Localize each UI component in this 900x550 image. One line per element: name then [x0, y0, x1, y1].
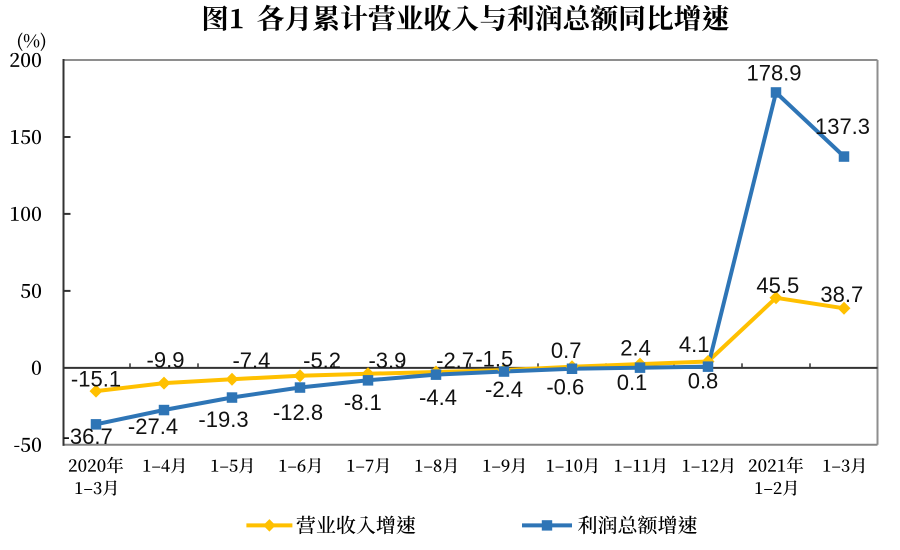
svg-text:-3.9: -3.9 [368, 348, 406, 373]
svg-text:0.8: 0.8 [688, 368, 719, 393]
svg-text:-4.4: -4.4 [419, 385, 457, 410]
svg-text:-2.7: -2.7 [436, 348, 474, 373]
svg-text:-19.3: -19.3 [198, 407, 248, 432]
svg-text:-1.5: -1.5 [475, 346, 513, 371]
svg-text:38.7: 38.7 [820, 282, 863, 307]
svg-text:45.5: 45.5 [756, 273, 799, 298]
svg-text:-7.4: -7.4 [232, 348, 270, 373]
svg-text:-27.4: -27.4 [128, 414, 178, 439]
svg-text:178.9: 178.9 [746, 60, 801, 85]
svg-text:2.4: 2.4 [620, 336, 651, 361]
svg-text:-9.9: -9.9 [147, 347, 185, 372]
svg-text:-15.1: -15.1 [71, 367, 121, 392]
svg-text:-8.1: -8.1 [344, 390, 382, 415]
svg-text:-0.6: -0.6 [546, 375, 584, 400]
svg-text:-2.4: -2.4 [485, 377, 523, 402]
svg-text:137.3: 137.3 [815, 114, 870, 139]
svg-text:4.1: 4.1 [679, 332, 710, 357]
svg-text:-5.2: -5.2 [303, 348, 341, 373]
svg-text:-36.7: -36.7 [63, 424, 113, 449]
svg-text:-12.8: -12.8 [273, 400, 323, 425]
svg-text:0.7: 0.7 [551, 338, 582, 363]
svg-text:0.1: 0.1 [617, 370, 648, 395]
